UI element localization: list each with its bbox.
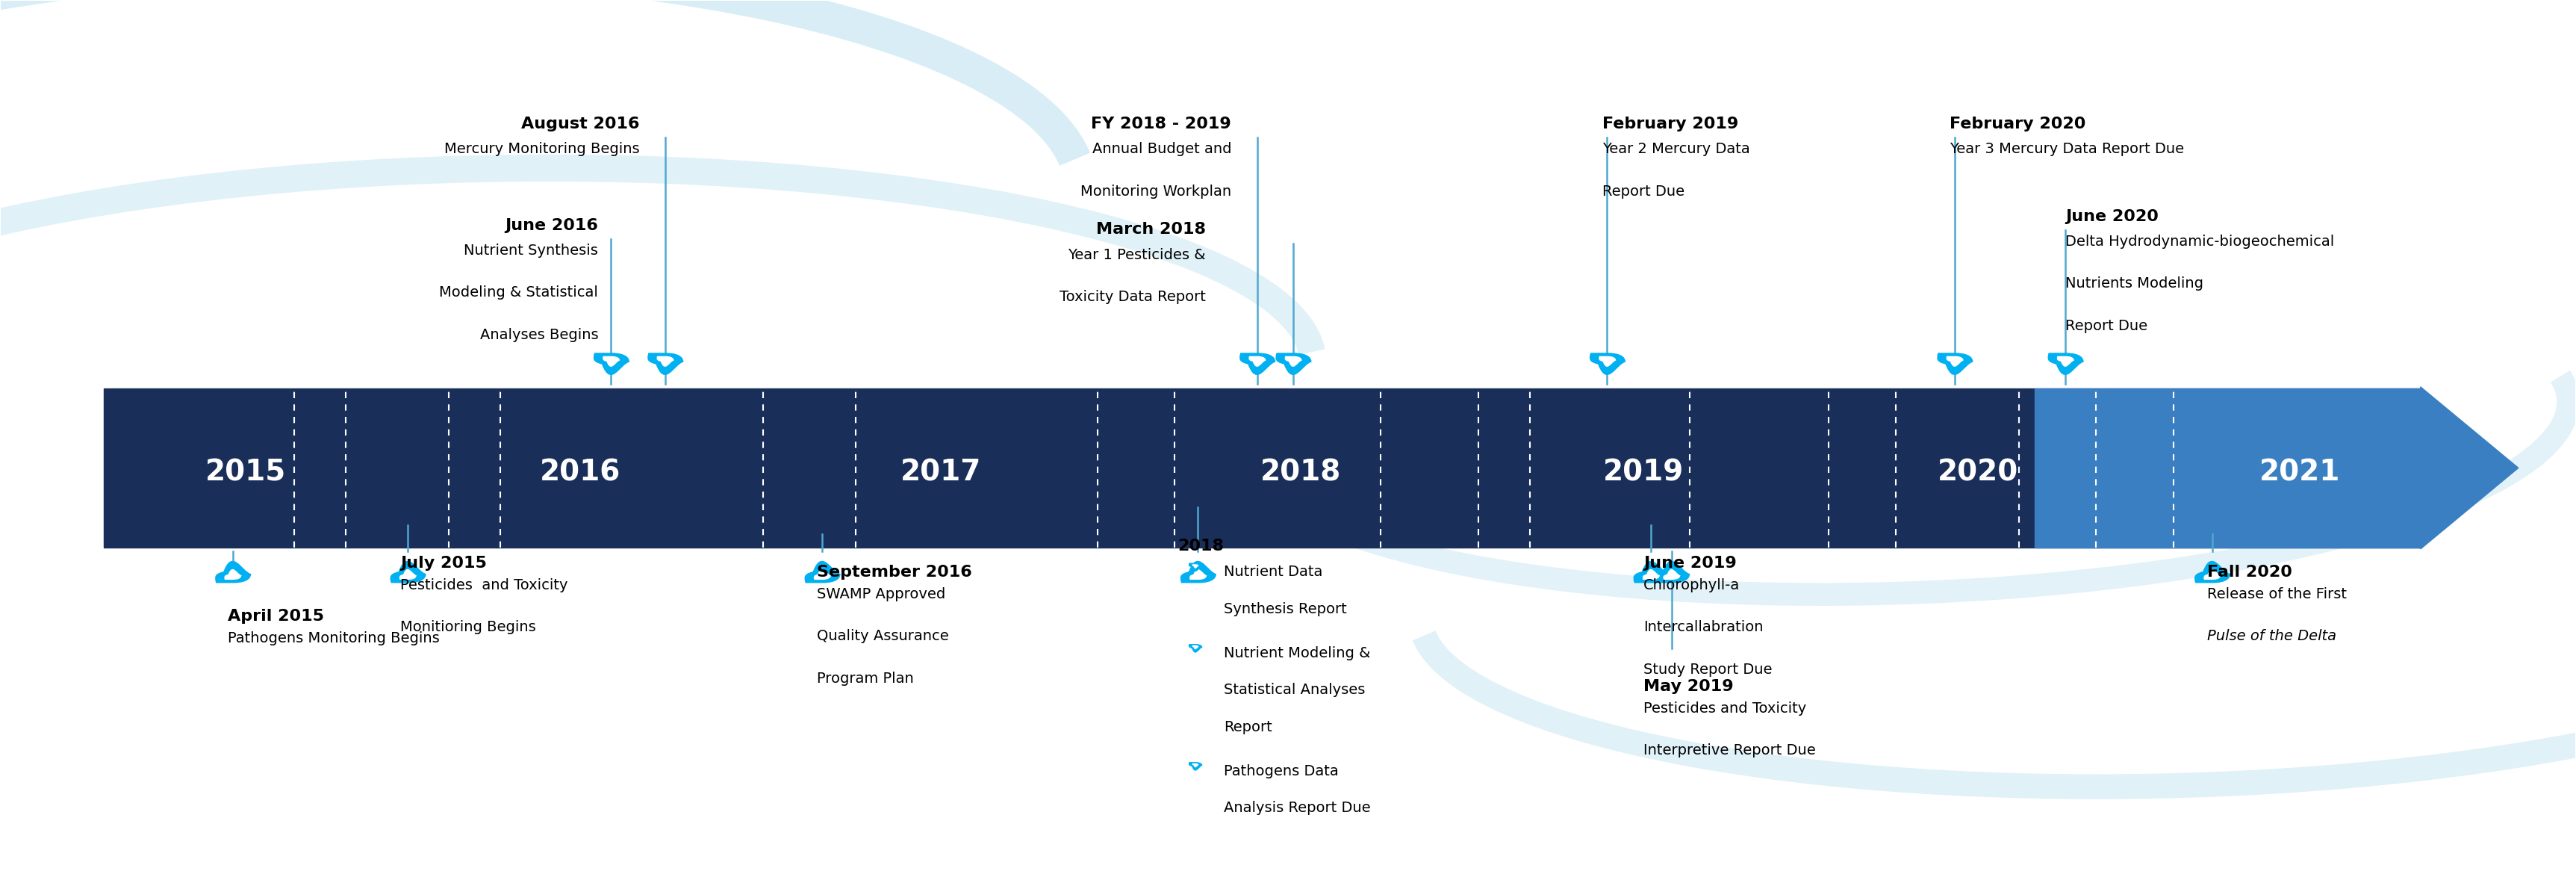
PathPatch shape [1188,644,1203,653]
PathPatch shape [1643,570,1659,580]
Text: SWAMP Approved: SWAMP Approved [817,587,945,601]
Text: June 2020: June 2020 [2066,209,2159,224]
PathPatch shape [1285,356,1301,366]
PathPatch shape [804,561,840,583]
Text: Nutrients Modeling: Nutrients Modeling [2066,276,2202,291]
PathPatch shape [1633,561,1669,583]
Text: Monitioring Begins: Monitioring Begins [399,621,536,635]
PathPatch shape [1190,570,1206,580]
Text: August 2016: August 2016 [520,117,639,132]
Text: 2017: 2017 [899,458,981,487]
Text: Pathogens Data: Pathogens Data [1224,764,1340,778]
Text: Year 3 Mercury Data Report Due: Year 3 Mercury Data Report Due [1950,142,2184,156]
Text: 2016: 2016 [541,458,621,487]
Text: Year 2 Mercury Data: Year 2 Mercury Data [1602,142,1749,156]
Text: February 2020: February 2020 [1950,117,2087,132]
PathPatch shape [603,356,621,366]
PathPatch shape [1275,353,1311,375]
Bar [2035,389,2421,547]
Text: Pesticides and Toxicity: Pesticides and Toxicity [1643,701,1806,715]
Text: Study Report Due: Study Report Due [1643,662,1772,676]
Text: Analyses Begins: Analyses Begins [479,328,598,342]
Text: Nutrient Data: Nutrient Data [1224,565,1321,579]
Text: Fall 2020: Fall 2020 [2208,565,2293,580]
PathPatch shape [1937,353,1973,375]
PathPatch shape [1193,645,1198,649]
Text: Interpretive Report Due: Interpretive Report Due [1643,743,1816,758]
Text: Mercury Monitoring Begins: Mercury Monitoring Begins [443,142,639,156]
Text: Report: Report [1224,720,1273,734]
PathPatch shape [216,561,250,583]
Text: Program Plan: Program Plan [817,671,914,685]
Text: Report Due: Report Due [1602,185,1685,199]
Text: 2018: 2018 [1177,539,1224,554]
Text: Pathogens Monitoring Begins: Pathogens Monitoring Begins [227,630,440,645]
Text: 2015: 2015 [206,458,286,487]
PathPatch shape [1193,564,1198,569]
Bar [103,389,2421,547]
Text: September 2016: September 2016 [817,565,971,580]
Text: Pulse of the Delta: Pulse of the Delta [2208,629,2336,644]
PathPatch shape [592,353,629,375]
Text: Year 1 Pesticides &: Year 1 Pesticides & [1069,248,1206,262]
Text: Toxicity Data Report: Toxicity Data Report [1059,290,1206,304]
Text: Modeling & Statistical: Modeling & Statistical [440,285,598,299]
PathPatch shape [224,570,242,580]
Text: 2018: 2018 [1260,458,1342,487]
PathPatch shape [1239,353,1275,375]
Text: April 2015: April 2015 [227,609,325,624]
Text: Pesticides  and Toxicity: Pesticides and Toxicity [399,578,567,592]
Text: February 2019: February 2019 [1602,117,1739,132]
Text: Monitoring Workplan: Monitoring Workplan [1079,185,1231,199]
Text: June 2016: June 2016 [505,218,598,233]
Text: 2019: 2019 [1602,458,1685,487]
PathPatch shape [2195,561,2231,583]
PathPatch shape [2056,356,2074,366]
Polygon shape [2421,387,2519,549]
Text: July 2015: July 2015 [399,556,487,571]
PathPatch shape [647,353,683,375]
Text: Nutrient Modeling &: Nutrient Modeling & [1224,645,1370,660]
PathPatch shape [399,570,417,580]
PathPatch shape [1947,356,1963,366]
Text: Quality Assurance: Quality Assurance [817,629,948,644]
Text: Report Due: Report Due [2066,319,2148,333]
PathPatch shape [1249,356,1265,366]
Text: Intercallabration: Intercallabration [1643,621,1762,635]
PathPatch shape [2048,353,2084,375]
PathPatch shape [2202,570,2221,580]
Text: Delta Hydrodynamic-biogeochemical: Delta Hydrodynamic-biogeochemical [2066,235,2334,249]
Text: FY 2018 - 2019: FY 2018 - 2019 [1092,117,1231,132]
Text: May 2019: May 2019 [1643,679,1734,694]
PathPatch shape [1654,561,1690,583]
Text: Nutrient Synthesis: Nutrient Synthesis [464,244,598,258]
Text: Annual Budget and: Annual Budget and [1092,142,1231,156]
PathPatch shape [1600,356,1615,366]
Text: 2021: 2021 [2259,458,2339,487]
PathPatch shape [814,570,832,580]
PathPatch shape [1589,353,1625,375]
Text: Release of the First: Release of the First [2208,587,2347,601]
Text: Statistical Analyses: Statistical Analyses [1224,683,1365,697]
PathPatch shape [657,356,675,366]
Text: 2020: 2020 [1937,458,2017,487]
PathPatch shape [1193,763,1198,767]
PathPatch shape [1664,570,1680,580]
Text: Synthesis Report: Synthesis Report [1224,602,1347,616]
Text: Chlorophyll-a: Chlorophyll-a [1643,578,1739,592]
PathPatch shape [1188,563,1203,571]
PathPatch shape [1180,561,1216,583]
Text: Analysis Report Due: Analysis Report Due [1224,801,1370,815]
PathPatch shape [1188,762,1203,771]
Text: June 2019: June 2019 [1643,556,1736,571]
PathPatch shape [389,561,425,583]
Text: March 2018: March 2018 [1095,223,1206,238]
